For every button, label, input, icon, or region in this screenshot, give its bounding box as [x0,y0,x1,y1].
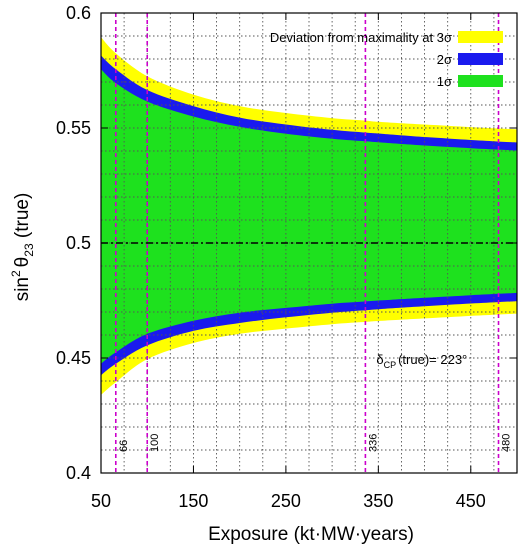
y-label-suffix: (true) [12,193,33,244]
annotation-cp-subscript: CP [384,360,397,370]
legend-label-deviation-from-maximality-at-3: Deviation from maximality at 3σ [270,30,452,45]
x-tick-label: 250 [271,491,301,511]
vertical-line-label-66: 66 [118,440,130,452]
vertical-markers: 66 100 336 480 [114,13,513,473]
x-tick-label: 350 [363,491,393,511]
y-axis-label: sin2 θ23 (true) [9,193,36,302]
grid-layer [101,13,517,473]
x-tick-label: 150 [178,491,208,511]
y-label-sin: sin [12,277,33,301]
vertical-line-label-336: 336 [367,434,379,452]
y-tick-label: 0.5 [66,233,91,253]
x-axis-label: Exposure (kt·MW·years) [208,524,414,545]
legend-swatch-2 [458,53,503,65]
vertical-line-label-480: 480 [501,434,513,452]
annotation-delta: δ [376,352,383,367]
y-label-superscript: 2 [9,270,23,277]
legend: Deviation from maximality at 3σ 2σ 1σ [270,30,503,89]
y-label-subscript: 23 [22,243,36,257]
legend-label-1: 1σ [437,74,452,89]
y-tick-label: 0.6 [66,3,91,23]
x-tick-label: 450 [456,491,486,511]
legend-swatch-deviation-from-maximality-at-3 [458,31,503,43]
x-tick-label: 50 [91,491,111,511]
y-label-theta: θ [12,257,33,268]
vertical-line-label-100: 100 [149,434,161,452]
axis-ticks: 50 150 250 350 450 0.4 0.45 0.5 0.55 0.6 [56,3,517,511]
y-tick-label: 0.4 [66,463,91,483]
legend-label-2: 2σ [437,52,452,67]
y-tick-label: 0.55 [56,118,91,138]
delta-cp-annotation: δCP (true)= 223° [376,352,467,370]
band-layer [101,37,517,395]
annotation-value: (true)= 223° [398,352,467,367]
y-tick-label: 0.45 [56,348,91,368]
legend-swatch-1 [458,75,503,87]
band-1 [101,69,517,364]
